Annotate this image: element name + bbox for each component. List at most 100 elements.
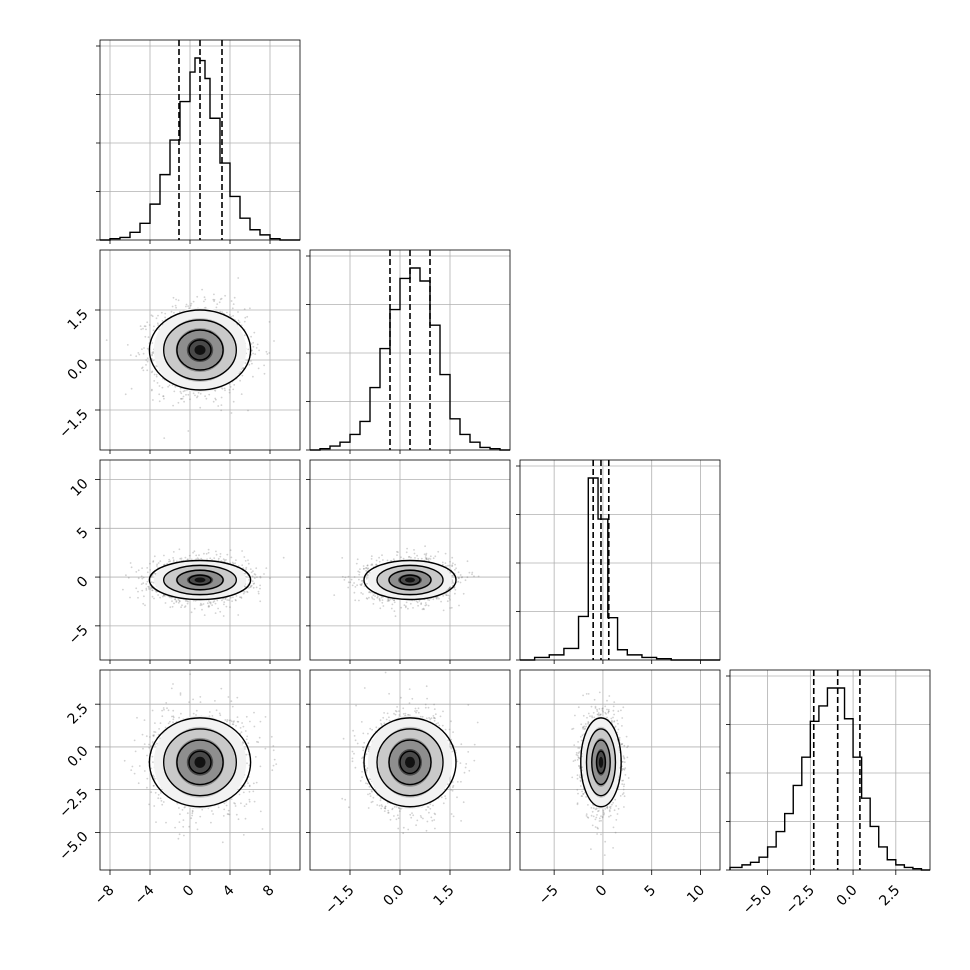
scatter-point: [449, 560, 451, 563]
scatter-point: [245, 568, 247, 571]
scatter-point: [257, 592, 260, 595]
scatter-point: [163, 437, 166, 439]
scatter-point: [400, 556, 402, 559]
scatter-point: [459, 574, 462, 576]
scatter-point: [417, 604, 419, 607]
scatter-point: [145, 589, 148, 591]
scatter-point: [146, 369, 149, 372]
scatter-point: [359, 583, 362, 586]
scatter-point: [233, 384, 236, 386]
scatter-point: [241, 374, 244, 377]
scatter-point: [347, 581, 350, 584]
scatter-point: [425, 557, 428, 560]
scatter-point: [209, 601, 212, 604]
scatter-point: [164, 316, 167, 319]
scatter-point: [184, 605, 187, 607]
scatter-point: [257, 367, 260, 370]
scatter-point: [378, 556, 380, 559]
scatter-point: [252, 570, 254, 572]
scatter-point: [235, 559, 237, 561]
scatter-point: [141, 366, 144, 369]
scatter-point: [186, 600, 188, 602]
scatter-point: [259, 575, 262, 578]
scatter-point: [228, 314, 231, 316]
scatter-point: [146, 347, 149, 350]
scatter-point: [222, 597, 224, 600]
scatter-point: [232, 388, 235, 391]
scatter-point: [146, 357, 149, 360]
scatter-point: [196, 396, 198, 399]
scatter-point: [182, 390, 185, 393]
scatter-point: [150, 314, 153, 317]
scatter-point: [370, 555, 373, 558]
scatter-point: [163, 563, 166, 566]
scatter-point: [181, 397, 184, 400]
scatter-point: [184, 556, 187, 559]
panel-frame: [729, 669, 931, 871]
scatter-point: [196, 295, 199, 298]
scatter-point: [153, 380, 156, 382]
scatter-point: [212, 601, 215, 603]
scatter-point: [159, 596, 162, 599]
scatter-point: [207, 599, 210, 602]
scatter-point: [252, 583, 255, 585]
scatter-point: [171, 605, 174, 608]
scatter-point: [152, 561, 155, 563]
scatter-point: [353, 576, 356, 578]
scatter-point: [168, 384, 171, 387]
scatter-point: [242, 567, 245, 570]
scatter-point: [174, 304, 177, 307]
scatter-point: [424, 545, 426, 548]
scatter-point: [230, 315, 233, 318]
scatter-point: [371, 564, 374, 566]
scatter-point: [174, 598, 177, 601]
scatter-point: [402, 557, 405, 560]
scatter-point: [130, 387, 133, 390]
scatter-point: [151, 353, 154, 356]
scatter-point: [242, 592, 245, 595]
scatter-point: [252, 341, 255, 344]
scatter-point: [379, 599, 381, 602]
scatter-point: [232, 596, 234, 599]
scatter-point: [194, 394, 196, 397]
scatter-point: [184, 600, 187, 602]
scatter-point: [405, 601, 408, 604]
scatter-point: [152, 351, 155, 353]
scatter-point: [393, 601, 396, 604]
scatter-point: [457, 577, 460, 579]
scatter-point: [157, 594, 160, 596]
scatter-point: [232, 303, 235, 305]
scatter-point: [124, 393, 127, 396]
scatter-point: [256, 576, 258, 578]
scatter-point: [162, 395, 165, 398]
scatter-point: [240, 393, 243, 395]
scatter-point: [130, 566, 133, 569]
scatter-point: [441, 561, 444, 564]
scatter-point: [425, 552, 428, 555]
scatter-point: [151, 315, 154, 318]
scatter-point: [222, 558, 225, 560]
scatter-point: [170, 596, 173, 599]
scatter-point: [217, 405, 220, 407]
scatter-point: [173, 390, 176, 393]
scatter-point: [412, 607, 414, 609]
scatter-point: [460, 576, 463, 579]
scatter-point: [259, 576, 262, 579]
scatter-point: [153, 325, 155, 328]
scatter-point: [212, 298, 215, 301]
scatter-point: [188, 307, 190, 310]
scatter-point: [199, 406, 202, 409]
scatter-point: [152, 352, 155, 354]
scatter-point: [204, 395, 207, 398]
scatter-point: [183, 400, 186, 403]
scatter-point: [220, 409, 223, 412]
scatter-point: [223, 603, 225, 606]
scatter-point: [246, 315, 249, 318]
scatter-point: [151, 354, 153, 357]
scatter-point: [180, 557, 183, 560]
scatter-point: [201, 608, 203, 611]
scatter-point: [360, 592, 363, 594]
scatter-point: [175, 298, 178, 301]
scatter-point: [243, 591, 246, 593]
scatter-point: [224, 389, 226, 392]
